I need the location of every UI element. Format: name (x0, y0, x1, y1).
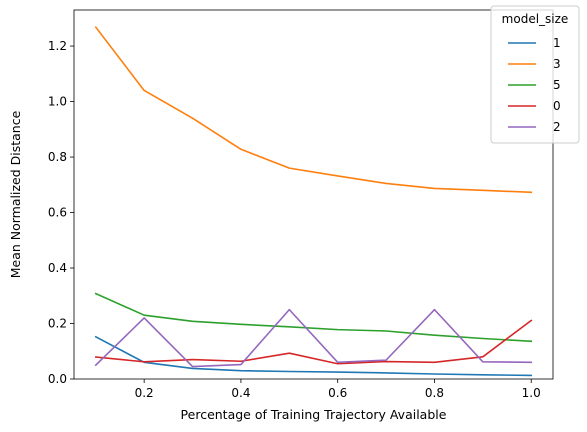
legend-label: 1 (553, 36, 561, 50)
legend: model_size 1 3 5 0 2 (490, 5, 580, 144)
series-line-1 (94, 335, 533, 377)
y-tick-label: 0.0 (48, 372, 67, 386)
y-tick-label: 0.4 (48, 261, 67, 275)
x-axis-ticks: 0.2 0.4 0.6 0.8 1.0 (135, 379, 541, 400)
plot-frame (73, 9, 554, 380)
legend-box (490, 5, 580, 144)
series-line-2 (94, 308, 533, 368)
legend-label: 5 (553, 78, 561, 92)
x-tick-label: 0.4 (231, 386, 250, 400)
y-axis-label: Mean Normalized Distance (8, 110, 23, 278)
y-tick-label: 0.8 (48, 150, 67, 164)
x-axis-label: Percentage of Training Trajectory Availa… (181, 407, 447, 422)
x-tick-label: 0.6 (328, 386, 347, 400)
y-tick-label: 1.0 (48, 95, 67, 109)
series-line-0 (94, 319, 533, 365)
legend-entries: 1 3 5 0 2 (508, 36, 561, 134)
y-tick-label: 0.2 (48, 317, 67, 331)
y-tick-label: 1.2 (48, 39, 67, 53)
x-tick-label: 1.0 (522, 386, 541, 400)
y-tick-label: 0.6 (48, 206, 67, 220)
x-tick-label: 0.2 (135, 386, 154, 400)
legend-label: 0 (553, 99, 561, 113)
plot-lines (94, 26, 533, 377)
series-line-3 (94, 26, 533, 194)
legend-title: model_size (502, 12, 569, 26)
x-tick-label: 0.8 (425, 386, 444, 400)
legend-label: 3 (553, 57, 561, 71)
legend-label: 2 (553, 120, 561, 134)
y-axis-ticks: 0.0 0.2 0.4 0.6 0.8 1.0 1.2 (48, 39, 74, 386)
